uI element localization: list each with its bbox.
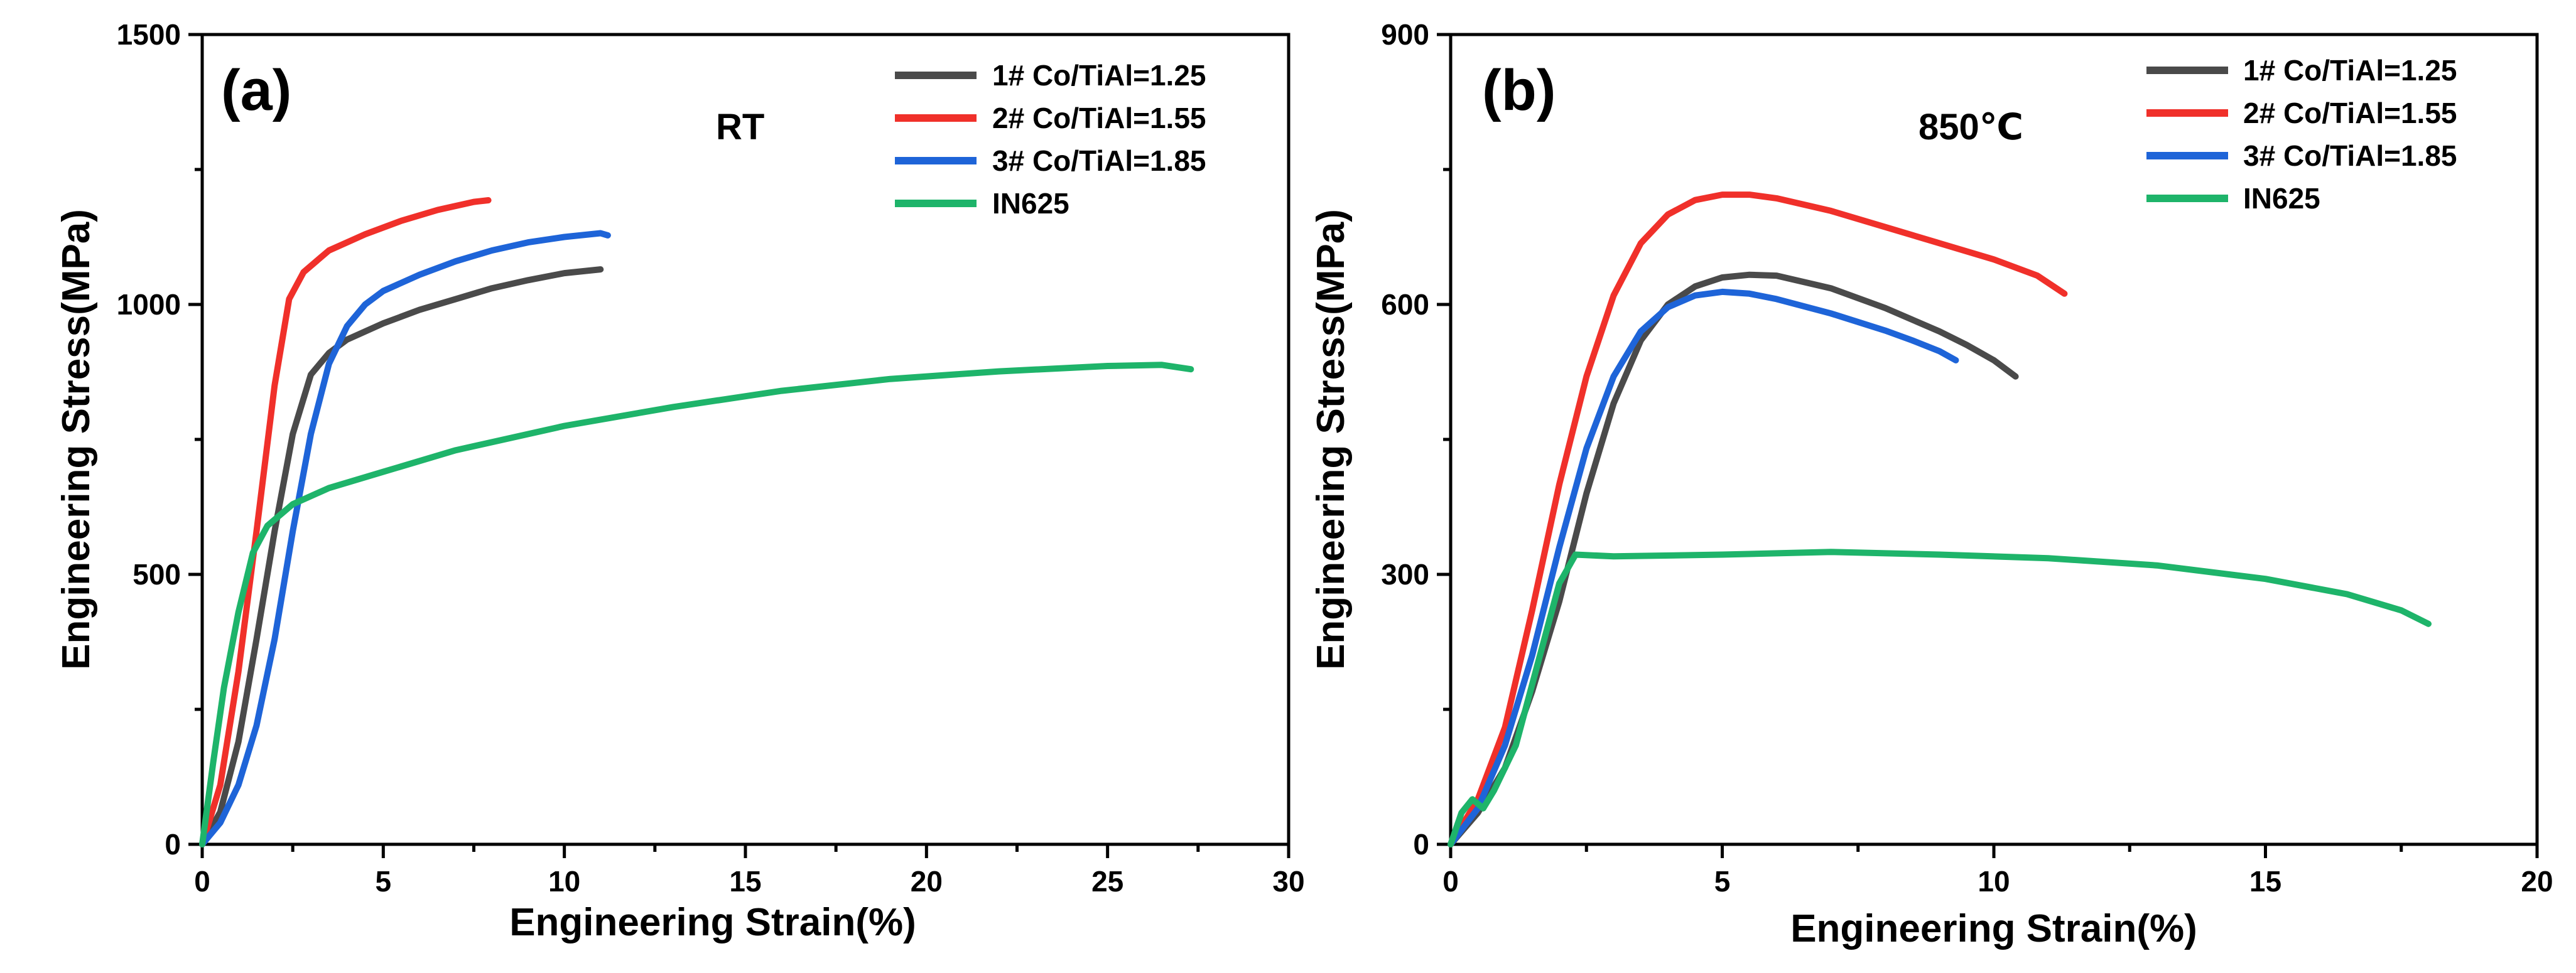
panel-a-y-tick-label: 1500 [117, 18, 181, 51]
panel-b-legend: 1# Co/TiAl=1.25 2# Co/TiAl=1.55 3# Co/Ti… [2146, 54, 2457, 215]
panel-b-condition-annotation: 850℃ [1918, 107, 2023, 148]
panel-a-ticks: 0 5 10 15 20 25 30 0 500 1000 1500 [117, 18, 1305, 898]
panel-a-series-line-2 [199, 197, 492, 847]
panel-a-legend: 1# Co/TiAl=1.25 2# Co/TiAl=1.55 3# Co/Ti… [895, 59, 1206, 220]
panel-a-x-tick-label: 30 [1272, 865, 1304, 898]
panel-a-series-line-1 [199, 266, 604, 847]
panel-a-series-line-4 [199, 362, 1194, 847]
panel-b-legend-label-2: 2# Co/TiAl=1.55 [2243, 97, 2457, 129]
panel-b-x-tick-label: 10 [1978, 865, 2010, 898]
panel-a-x-tick-label: 5 [376, 865, 392, 898]
panel-a-legend-label-4: IN625 [992, 187, 1069, 220]
panel-a-x-tick-label: 20 [911, 865, 943, 898]
panel-a-label: (a) [221, 58, 291, 122]
panel-b-legend-label-3: 3# Co/TiAl=1.85 [2243, 139, 2457, 172]
panel-b-legend-label-4: IN625 [2243, 182, 2320, 215]
panel-b-stress-strain-850c: 0 5 10 15 20 0 300 600 900 (b) 850℃ Engineering … [1309, 18, 2553, 950]
panel-b-y-tick-label: 0 [1413, 828, 1429, 861]
panel-b-x-tick-label: 0 [1442, 865, 1459, 898]
panel-b-x-axis-title: Engineering Strain(%) [1790, 907, 2197, 950]
panel-b-x-tick-label: 15 [2249, 865, 2281, 898]
panel-a-y-tick-label: 0 [165, 828, 181, 861]
panel-a-y-tick-label: 500 [133, 558, 181, 591]
panel-a-stress-strain-rt: 0 5 10 15 20 25 30 0 500 1000 1500 (a) RT Engineer… [55, 18, 1305, 944]
panel-a-x-tick-label: 25 [1091, 865, 1123, 898]
panel-a-x-tick-label: 0 [194, 865, 210, 898]
panel-b-y-tick-label: 300 [1381, 558, 1429, 591]
panel-b-y-tick-label: 900 [1381, 18, 1429, 51]
panel-a-legend-label-2: 2# Co/TiAl=1.55 [992, 102, 1206, 134]
panel-a-x-axis-title: Engineering Strain(%) [509, 901, 916, 944]
panel-b-label: (b) [1482, 58, 1556, 122]
panel-a-legend-label-3: 3# Co/TiAl=1.85 [992, 144, 1206, 177]
panel-a-x-tick-label: 10 [548, 865, 580, 898]
panel-a-series-lines [199, 197, 1194, 847]
panel-b-series-line-4 [1448, 549, 2432, 847]
panel-a-condition-annotation: RT [716, 107, 764, 148]
panel-b-y-tick-label: 600 [1381, 288, 1429, 321]
panel-b-series-line-2 [1448, 191, 2068, 847]
panel-a-x-tick-label: 15 [729, 865, 761, 898]
panel-b-series-lines [1448, 191, 2432, 847]
panel-b-series-line-1 [1448, 271, 2019, 847]
panel-a-y-tick-label: 1000 [117, 288, 181, 321]
panel-b-series-line-3 [1448, 288, 1959, 847]
panel-a-legend-label-1: 1# Co/TiAl=1.25 [992, 59, 1206, 92]
panel-b-y-axis-title: Engineering Stress(MPa) [1309, 209, 1353, 670]
panel-a-series-line-3 [199, 230, 611, 847]
panel-b-legend-label-1: 1# Co/TiAl=1.25 [2243, 54, 2457, 87]
panel-b-x-tick-label: 5 [1714, 865, 1731, 898]
panel-b-x-tick-label: 20 [2521, 865, 2553, 898]
panel-a-y-axis-title: Engineering Stress(MPa) [55, 209, 98, 670]
panel-b-ticks: 0 5 10 15 20 0 300 600 900 [1381, 18, 2553, 898]
